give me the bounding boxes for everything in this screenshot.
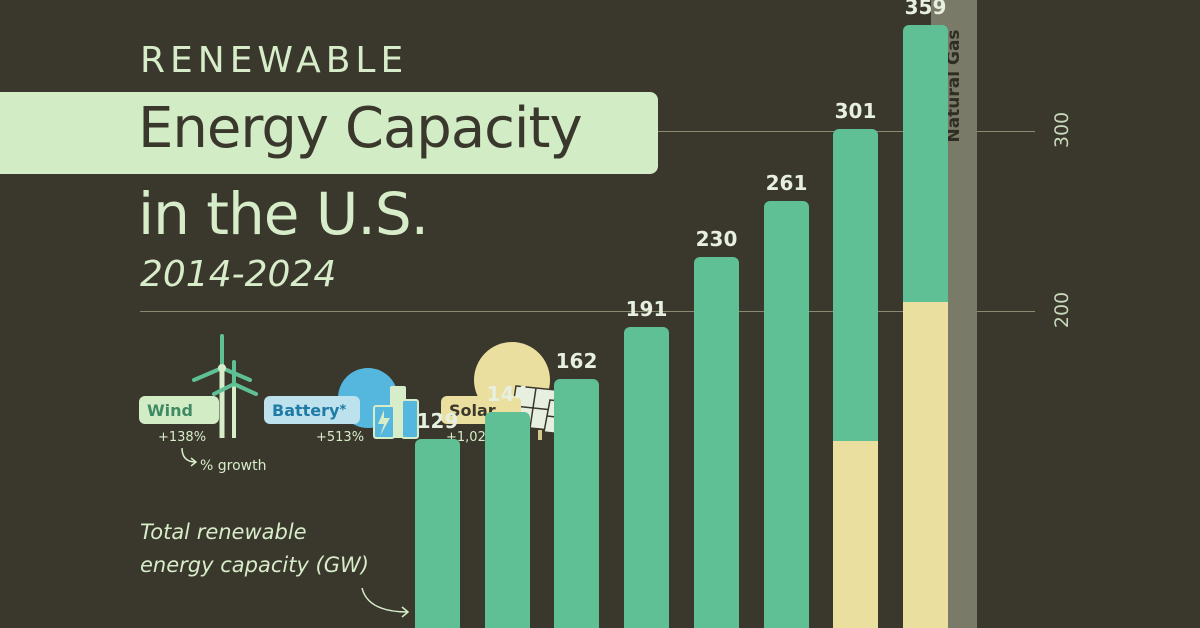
curved-arrow-icon <box>181 447 198 467</box>
bar-value-label: 230 <box>695 227 738 251</box>
y-tick-label: 300 <box>1051 111 1073 149</box>
title-in-the-us: in the U.S. <box>138 180 429 248</box>
wind-growth: +138% <box>158 430 207 445</box>
annotation-line-2: energy capacity (GW) <box>140 553 369 577</box>
solar-label: Solar <box>449 400 496 420</box>
bar <box>415 439 460 628</box>
bar-value-label: 359 <box>904 0 947 19</box>
bar-value-label: 191 <box>625 297 668 321</box>
battery-label: Battery <box>272 400 340 420</box>
wind-label: Wind <box>147 400 193 420</box>
annotation-line-1: Total renewable <box>140 520 307 544</box>
wind-turbine-icon <box>192 334 258 438</box>
bar-value-label: 162 <box>555 349 598 373</box>
battery-growth: +513% <box>316 430 365 445</box>
annotation-arrow-icon <box>361 587 410 618</box>
y-tick-label: 200 <box>1051 291 1073 329</box>
battery-pill: Battery * <box>264 396 360 424</box>
bar-value-label: 261 <box>765 171 808 195</box>
bar <box>554 379 599 628</box>
battery-asterisk: * <box>339 402 347 418</box>
bar <box>485 412 530 628</box>
title-energy-capacity: Energy Capacity <box>138 96 583 161</box>
title-renewable: RENEWABLE <box>140 40 409 81</box>
gridline <box>140 311 1035 312</box>
wind-pill: Wind <box>139 396 219 424</box>
bar-highlight-segment <box>903 302 948 628</box>
growth-note: % growth <box>200 458 267 474</box>
title-highlight-box <box>0 92 658 174</box>
bar-value-label: 301 <box>834 99 877 123</box>
bar <box>764 201 809 628</box>
bar-value-label: 144 <box>486 382 529 406</box>
bar-highlight-segment <box>833 441 878 628</box>
bar <box>624 327 669 628</box>
title-years: 2014-2024 <box>140 254 337 295</box>
bar-value-label: 129 <box>416 409 459 433</box>
bar <box>694 257 739 628</box>
annotation: Total renewable energy capacity (GW) <box>140 516 400 582</box>
